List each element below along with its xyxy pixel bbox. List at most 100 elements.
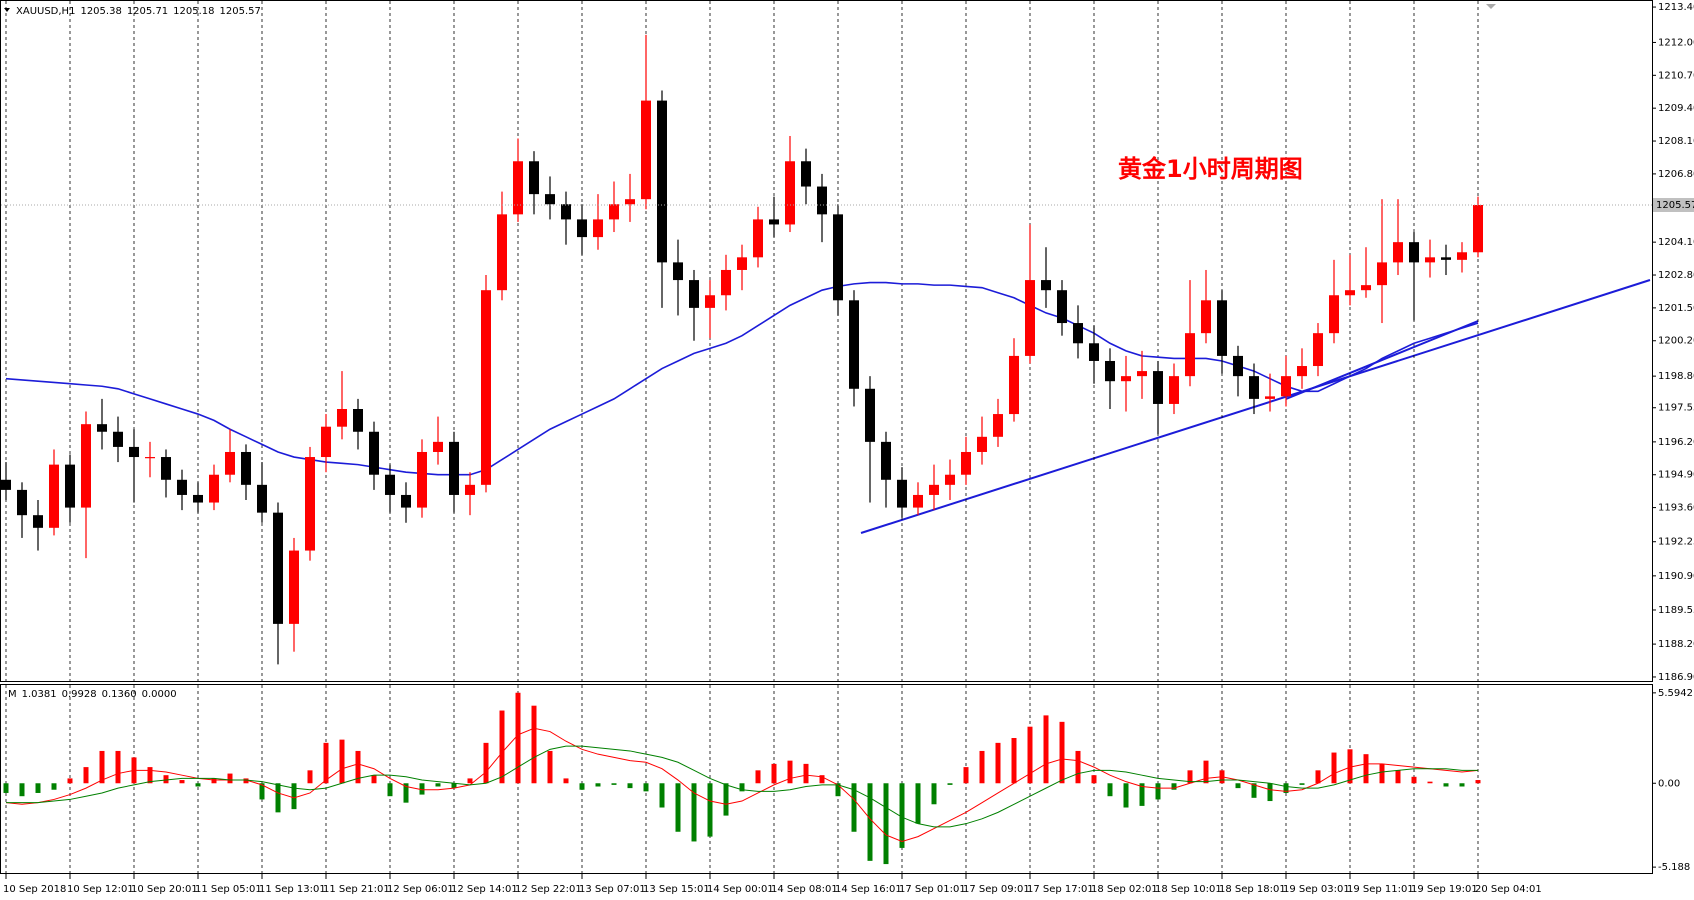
candle-body	[33, 515, 43, 528]
histogram-bar	[995, 742, 1001, 784]
histogram-bar	[627, 783, 633, 789]
candle-body	[977, 436, 987, 452]
indicator-header: M 1.0381 0.9928 0.1360 0.0000	[8, 689, 177, 700]
candle-body	[257, 484, 267, 513]
candle-body	[49, 464, 59, 528]
candle-body	[1393, 242, 1403, 263]
histogram-bar	[675, 783, 681, 832]
histogram-bar	[147, 767, 153, 784]
x-tick-label: 17 Sep 17:01	[1027, 884, 1094, 895]
candle-body	[1073, 323, 1083, 344]
histogram-bar	[1411, 776, 1417, 784]
candle-body	[1089, 343, 1099, 361]
candle-body	[673, 262, 683, 281]
indicator-name: M	[8, 689, 17, 700]
candle-body	[849, 300, 859, 389]
header-value: 1205.38	[80, 6, 121, 17]
candle-body	[113, 431, 123, 447]
y-tick-label: 1186.90	[1658, 672, 1694, 683]
candle-body	[833, 214, 843, 301]
candle-body	[129, 446, 139, 458]
y-tick-label: 1188.20	[1658, 639, 1694, 650]
candle-body	[993, 414, 1003, 437]
x-tick-label: 20 Sep 04:01	[1475, 884, 1542, 895]
candle-body	[1105, 360, 1115, 382]
x-tick-label: 12 Sep 06:01	[387, 884, 454, 895]
y-tick-label: 1192.25	[1658, 537, 1694, 548]
histogram-bar	[947, 783, 953, 785]
histogram-bar	[867, 783, 873, 861]
y-tick-label: 1206.80	[1658, 169, 1694, 180]
histogram-bar	[707, 783, 713, 837]
candle-body	[1025, 280, 1035, 356]
histogram-bar	[259, 783, 265, 800]
candle-body	[881, 441, 891, 480]
candle-body	[1009, 355, 1019, 415]
candle-body	[1313, 333, 1323, 367]
indicator-panel-frame	[0, 684, 1653, 874]
candle-body	[929, 484, 939, 495]
menu-arrow[interactable]	[4, 8, 10, 12]
histogram-bar	[803, 763, 809, 784]
y-tick-label: 1210.70	[1658, 70, 1694, 81]
histogram-bar	[531, 705, 537, 784]
histogram-bar	[883, 783, 889, 865]
y-tick-label: 1200.20	[1658, 336, 1694, 347]
y-tick-label: 1193.60	[1658, 503, 1694, 514]
candle-body	[241, 451, 251, 485]
candle-body	[945, 474, 955, 485]
candle-body	[577, 219, 587, 238]
candle-body	[433, 441, 443, 452]
candle-body	[289, 550, 299, 624]
candle-body	[1185, 333, 1195, 377]
x-tick-label: 13 Sep 15:01	[643, 884, 710, 895]
histogram-bar	[899, 783, 905, 848]
histogram-bar	[1427, 781, 1433, 784]
x-tick-label: 19 Sep 03:01	[1283, 884, 1350, 895]
candle-body	[65, 464, 75, 508]
candle-body	[1409, 242, 1419, 263]
histogram-bar	[499, 710, 505, 784]
x-tick-label: 17 Sep 09:01	[963, 884, 1030, 895]
candle-body	[1473, 204, 1483, 253]
candle-body	[769, 219, 779, 225]
histogram-bar	[339, 739, 345, 784]
histogram-bar	[35, 783, 41, 793]
candle-body	[1281, 376, 1291, 397]
y-tick-label: 1201.50	[1658, 303, 1694, 314]
last-price-label: 1205.57	[1656, 200, 1694, 211]
histogram-bar	[227, 773, 233, 784]
candle-body	[897, 479, 907, 508]
histogram-bar	[1379, 763, 1385, 784]
histogram-bar	[371, 775, 377, 784]
candle-body	[1425, 257, 1435, 263]
indicator-reading: 0.9928	[62, 689, 97, 700]
histogram-bar	[19, 783, 25, 797]
candle-body	[513, 161, 523, 215]
main-panel-frame	[0, 0, 1653, 682]
x-tick-label: 18 Sep 10:01	[1155, 884, 1222, 895]
histogram-bar	[195, 783, 201, 787]
histogram-bar	[179, 780, 185, 784]
histogram-bar	[595, 783, 601, 787]
histogram-bar	[1059, 721, 1065, 784]
x-tick-label: 10 Sep 20:01	[131, 884, 198, 895]
indicator-reading: 0.0000	[142, 689, 177, 700]
histogram-bar	[467, 778, 473, 784]
candle-body	[401, 494, 411, 508]
y-tick-label: 1189.55	[1658, 605, 1694, 616]
header-value: 1205.18	[173, 6, 214, 17]
candle-body	[737, 257, 747, 270]
candle-body	[1217, 300, 1227, 356]
histogram-bar	[611, 783, 617, 785]
x-tick-label: 10 Sep 2018	[3, 884, 66, 895]
candle-body	[753, 219, 763, 258]
candle-body	[689, 280, 699, 308]
candle-body	[785, 161, 795, 225]
indicator-reading: 0.1360	[102, 689, 137, 700]
candle-body	[353, 409, 363, 432]
histogram-bar	[163, 775, 169, 784]
histogram-bar	[547, 750, 553, 784]
histogram-bar	[1107, 783, 1113, 797]
